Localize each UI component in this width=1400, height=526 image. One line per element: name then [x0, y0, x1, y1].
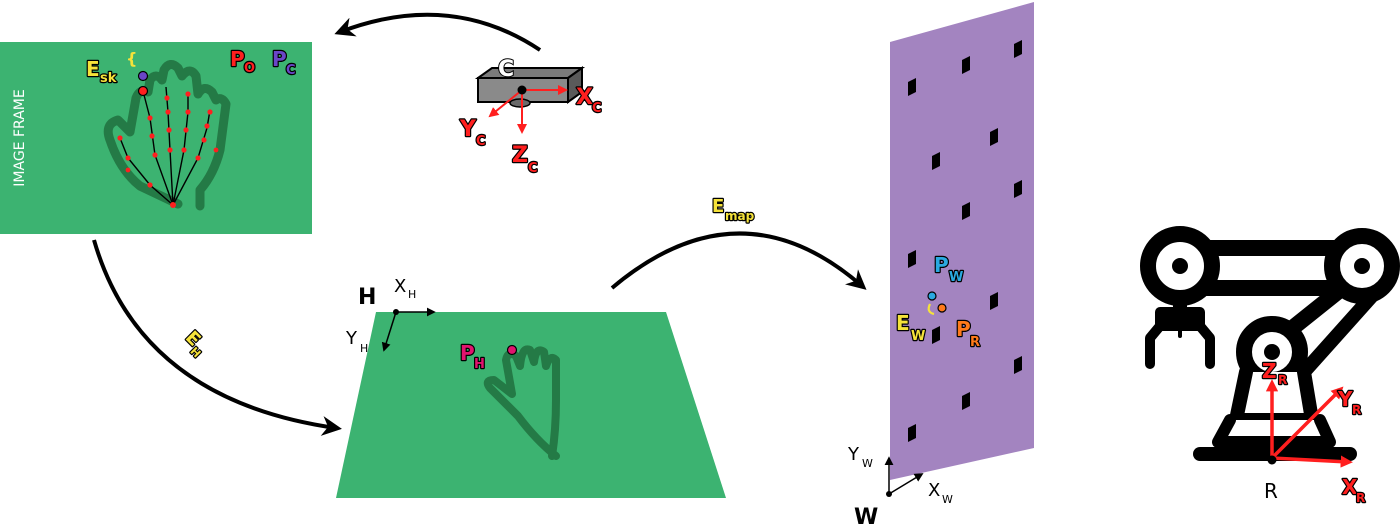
label-x-r: X R [1341, 474, 1367, 506]
camera-lens [509, 98, 531, 108]
robot-arm-icon [1140, 226, 1400, 461]
svg-text:P: P [956, 317, 971, 341]
label-e-h: E H [180, 326, 206, 362]
hand-frame-y-axis [381, 311, 397, 352]
robot-arm: R Z R Y R X R [1140, 226, 1400, 506]
svg-text:E: E [86, 57, 100, 81]
svg-text:sk: sk [100, 71, 117, 86]
label-p-c: P C [271, 46, 297, 79]
hand-point-ph [506, 344, 518, 356]
image-frame-title: IMAGE FRAME [12, 89, 28, 186]
svg-text:W: W [942, 493, 953, 506]
label-p-o: P O [229, 46, 256, 77]
svg-text:C: C [592, 101, 602, 116]
robot-y-axis [1270, 386, 1344, 460]
label-p-w: P W [933, 252, 965, 286]
svg-text:Y: Y [847, 444, 860, 465]
robot-x-axis [1271, 455, 1353, 468]
wall-point-pr [937, 303, 947, 313]
transform-e-h: E H [92, 239, 342, 436]
svg-text:Y: Y [345, 328, 358, 349]
svg-text:map: map [725, 209, 755, 223]
wall-error-bracket [927, 303, 935, 316]
svg-text:R: R [1352, 403, 1361, 417]
robot-origin [1267, 455, 1277, 465]
wall-frame-label: W [854, 505, 878, 526]
label-p-r: P R [955, 316, 981, 351]
svg-text:O: O [244, 61, 255, 76]
arrow-camera-to-image [334, 12, 542, 52]
camera-body-top [474, 67, 586, 79]
fingertip-point-po [137, 85, 149, 97]
wall-point-pw [927, 291, 937, 301]
svg-text:C: C [476, 134, 486, 149]
svg-text:X: X [576, 85, 593, 110]
label-z-r: Z R [1261, 358, 1289, 388]
svg-text:C: C [528, 161, 538, 176]
label-x-c: X C [575, 84, 603, 117]
hand-plane: P H H X H Y H [336, 276, 726, 498]
label-y-c: Y C [458, 116, 487, 150]
camera: C X C Y C Z C [334, 12, 603, 177]
svg-text:W: W [949, 270, 963, 285]
label-y-w: Y W [847, 444, 873, 470]
svg-text:E: E [712, 196, 724, 217]
svg-text:P: P [230, 47, 245, 71]
hand-frame-origin [393, 309, 399, 315]
wall-surface [890, 2, 1034, 480]
svg-text:Z: Z [1262, 359, 1277, 383]
fingertip-point-pc [137, 70, 149, 82]
hand-frame-label: H [358, 285, 376, 310]
svg-text:W: W [911, 329, 925, 344]
arrow-image-to-hand-plane [92, 239, 342, 436]
label-y-h: Y H [345, 328, 368, 355]
label-y-r: Y R [1336, 386, 1363, 418]
skeleton-joints [117, 91, 219, 208]
label-x-h: X H [394, 276, 416, 301]
wall-markers [908, 40, 1022, 442]
arrow-hand-plane-to-wall [610, 231, 867, 290]
transform-e-map: E map [610, 195, 867, 290]
svg-text:H: H [360, 342, 368, 355]
svg-text:P: P [460, 341, 475, 365]
hand-outline-image [103, 60, 231, 211]
svg-text:C: C [286, 63, 296, 78]
label-e-map: E map [711, 195, 756, 224]
svg-text:X: X [928, 480, 940, 501]
svg-text:Z: Z [512, 143, 528, 168]
svg-text:W: W [862, 457, 873, 470]
hand-outline-plane [483, 345, 560, 460]
camera-origin [517, 85, 527, 95]
wall-frame-x-axis [888, 473, 924, 495]
image-frame: IMAGE FRAME { E sk P [0, 42, 312, 234]
image-frame-background [0, 42, 312, 234]
wall-frame-origin [886, 491, 892, 497]
svg-text:Y: Y [1337, 387, 1353, 411]
svg-text:P: P [934, 253, 949, 277]
svg-text:X: X [394, 276, 406, 297]
svg-text:Y: Y [459, 117, 477, 142]
svg-text:R: R [970, 335, 980, 350]
label-x-w: X W [928, 480, 953, 506]
robot-frame-label: R [1264, 479, 1278, 503]
svg-text:E: E [181, 327, 205, 351]
svg-text:E: E [896, 311, 910, 335]
camera-y-axis [488, 89, 523, 118]
svg-text:H: H [408, 288, 416, 301]
curly-brace: { [126, 49, 137, 68]
camera-label: C [498, 57, 514, 82]
svg-text:R: R [1278, 373, 1287, 387]
label-p-h: P H [459, 340, 486, 373]
svg-text:R: R [1356, 491, 1365, 505]
world-wall: P W P R E W W Y W X W [847, 2, 1034, 526]
label-e-w: E W [895, 310, 927, 345]
label-z-c: Z C [511, 142, 539, 177]
svg-text:X: X [1342, 475, 1358, 499]
svg-text:P: P [272, 47, 287, 71]
svg-text:H: H [474, 357, 485, 372]
label-e-sk: E sk [85, 56, 118, 87]
hand-plane-surface [336, 312, 726, 498]
